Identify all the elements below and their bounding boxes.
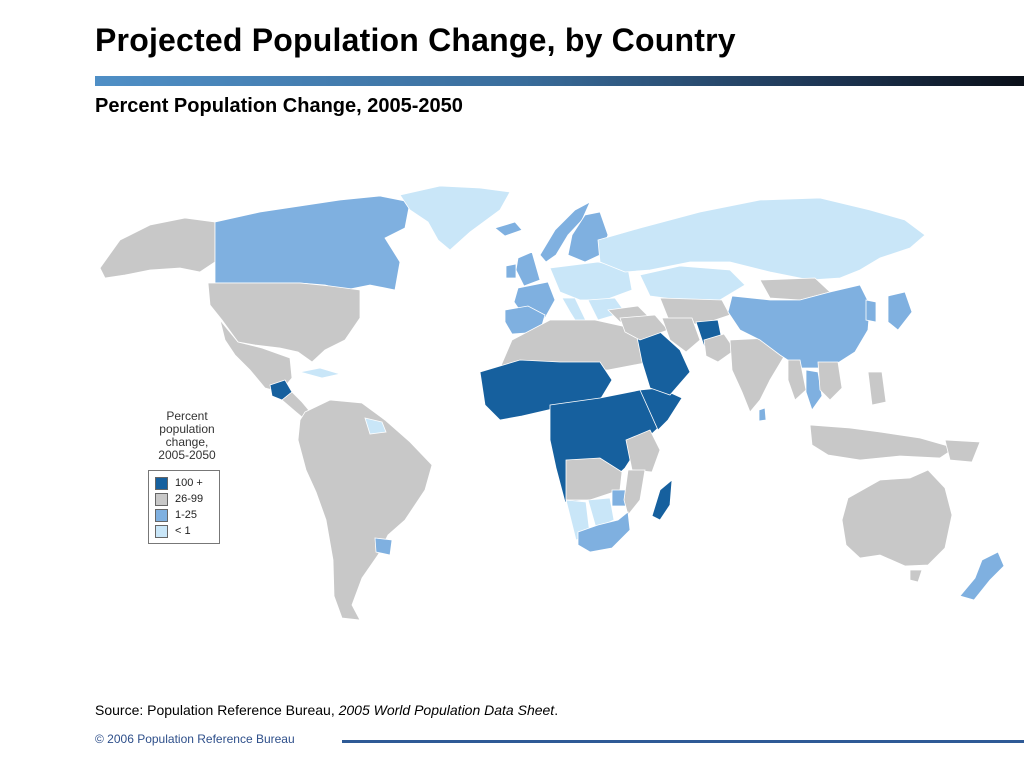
map-region-cuba bbox=[299, 367, 342, 379]
source-prefix: Source: Population Reference Bureau, bbox=[95, 702, 339, 718]
legend-swatch bbox=[155, 476, 168, 490]
map-region-alaska bbox=[99, 217, 216, 279]
map-region-middle-east bbox=[619, 314, 669, 341]
map-region-papua-new-guinea bbox=[944, 439, 981, 463]
source-note: Source: Population Reference Bureau, 200… bbox=[95, 702, 558, 718]
map-region-united-states bbox=[207, 282, 361, 363]
map-region-philippines bbox=[867, 371, 887, 406]
copyright-footer: © 2006 Population Reference Bureau bbox=[95, 732, 295, 746]
legend-item: 1-25 bbox=[155, 507, 213, 523]
map-region-uruguay bbox=[374, 537, 393, 556]
legend-swatch bbox=[155, 524, 168, 538]
legend-swatch bbox=[155, 508, 168, 522]
map-region-japan bbox=[887, 291, 913, 331]
source-publication: 2005 World Population Data Sheet bbox=[338, 702, 555, 718]
map-legend: Percent population change, 2005-2050 100… bbox=[146, 410, 228, 544]
map-region-korea bbox=[865, 299, 877, 323]
map-region-indonesia bbox=[809, 424, 956, 461]
map-regions bbox=[99, 185, 1005, 621]
legend-label: 1-25 bbox=[175, 509, 198, 521]
title-rule bbox=[95, 76, 1024, 86]
map-subtitle: Percent Population Change, 2005-2050 bbox=[95, 95, 463, 117]
legend-label: < 1 bbox=[175, 525, 191, 537]
map-region-tasmania bbox=[909, 569, 923, 583]
map-region-greenland bbox=[399, 185, 511, 251]
slide-title: Projected Population Change, by Country bbox=[95, 22, 736, 58]
map-region-russia bbox=[597, 197, 926, 281]
map-region-iran bbox=[661, 317, 701, 353]
map-region-myanmar bbox=[787, 359, 807, 401]
map-region-southeast-asia bbox=[817, 361, 843, 401]
map-region-australia bbox=[841, 469, 953, 567]
map-region-china bbox=[727, 284, 871, 369]
map-region-south-america bbox=[297, 399, 433, 621]
map-region-botswana bbox=[587, 497, 615, 529]
map-region-south-africa bbox=[577, 511, 631, 553]
map-region-united-kingdom bbox=[515, 251, 541, 287]
map-region-mozambique bbox=[623, 469, 646, 516]
map-region-pakistan bbox=[703, 333, 736, 363]
footer-rule bbox=[342, 740, 1024, 743]
map-region-saudi-arabia-and-yemen bbox=[635, 331, 691, 396]
legend-item: 100 + bbox=[155, 475, 213, 491]
legend-label: 26-99 bbox=[175, 493, 204, 505]
map-region-iceland bbox=[494, 221, 523, 237]
map-region-new-zealand bbox=[959, 551, 1005, 601]
map-region-thailand bbox=[805, 369, 823, 411]
map-region-sweden-and-finland bbox=[567, 211, 609, 263]
map-region-sri-lanka bbox=[758, 407, 767, 422]
source-suffix: . bbox=[554, 702, 559, 718]
map-region-madagascar bbox=[651, 479, 673, 521]
map-region-guyana bbox=[364, 417, 387, 435]
legend-swatch bbox=[155, 492, 168, 506]
map-region-ireland bbox=[505, 263, 517, 279]
map-region-kazakhstan bbox=[639, 265, 746, 301]
legend-item: 26-99 bbox=[155, 491, 213, 507]
legend-label: 100 + bbox=[175, 477, 203, 489]
map-region-canada bbox=[214, 195, 411, 291]
legend-item: < 1 bbox=[155, 523, 213, 539]
map-region-kenya-and-tanzania bbox=[625, 429, 661, 473]
legend-box: 100 + 26-99 1-25 < 1 bbox=[148, 470, 220, 544]
legend-title: Percent population change, 2005-2050 bbox=[158, 409, 216, 462]
